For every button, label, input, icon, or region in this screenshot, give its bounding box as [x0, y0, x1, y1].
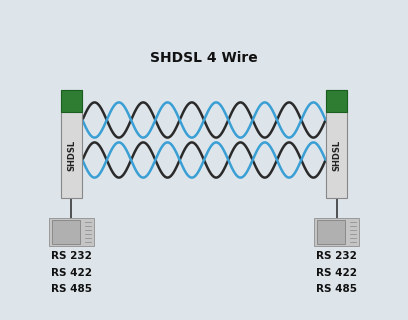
Text: SHDSL 4 Wire: SHDSL 4 Wire	[150, 51, 258, 65]
Text: RS 232: RS 232	[316, 251, 357, 261]
FancyBboxPatch shape	[317, 220, 345, 244]
FancyBboxPatch shape	[52, 220, 80, 244]
Text: RS 232: RS 232	[51, 251, 92, 261]
Text: RS 422: RS 422	[316, 268, 357, 278]
FancyBboxPatch shape	[314, 218, 359, 246]
Text: RS 422: RS 422	[51, 268, 92, 278]
FancyBboxPatch shape	[326, 90, 347, 112]
Text: RS 485: RS 485	[316, 284, 357, 294]
FancyBboxPatch shape	[61, 90, 82, 198]
FancyBboxPatch shape	[61, 90, 82, 112]
FancyBboxPatch shape	[49, 218, 94, 246]
Text: SHDSL: SHDSL	[332, 140, 341, 171]
Text: RS 485: RS 485	[51, 284, 92, 294]
Text: SHDSL: SHDSL	[67, 140, 76, 171]
FancyBboxPatch shape	[326, 90, 347, 198]
